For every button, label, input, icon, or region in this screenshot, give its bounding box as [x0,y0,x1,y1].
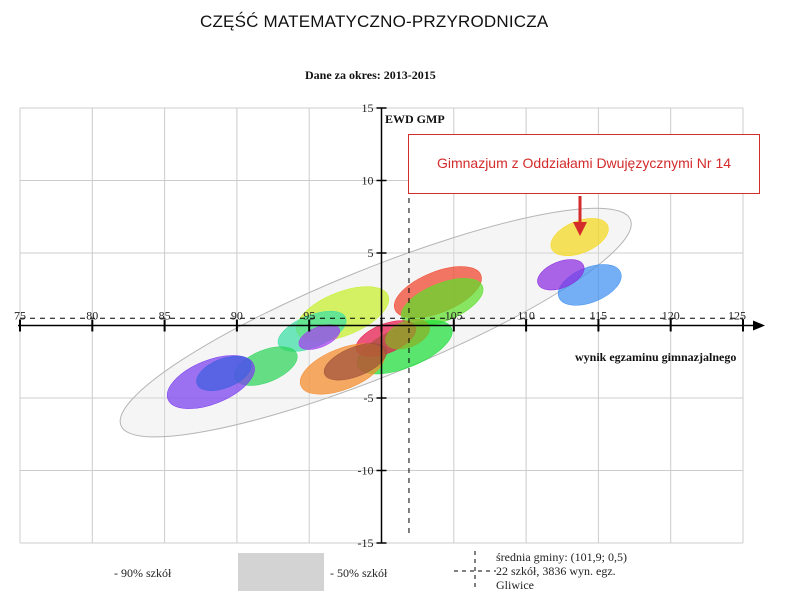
x-axis-title: wynik egzaminu gimnazjalnego [575,350,736,364]
y-tick-label: -5 [364,391,374,405]
x-tick-label: 80 [86,309,98,323]
x-tick-label: 120 [662,309,680,323]
highlight-arrow [573,196,587,236]
school-ellipse [298,324,341,350]
period-label: Dane za okres: 2013-2015 [305,68,436,82]
legend-90-label: - 90% szkół [114,566,172,580]
school-ellipses [166,218,622,409]
x-tick-label: 75 [14,309,26,323]
legend-mean-label: średnia gminy: (101,9; 0,5) [496,550,627,564]
y-tick-label: -10 [358,464,374,478]
page-title: CZĘŚĆ MATEMATYCZNO-PRZYRODNICZA [200,12,549,31]
axes [18,107,765,544]
x-tick-label: 115 [590,309,608,323]
distribution-ellipse [119,207,632,438]
x-tick-label: 125 [728,309,746,323]
school-ellipse [323,343,388,381]
x-tick-label: 105 [445,309,463,323]
school-ellipse [537,259,585,291]
legend-count-label: 22 szkół, 3836 wyn. egz. [496,564,616,578]
callout-school-name: Gimnazjum z Oddziałami Dwujęzycznymi Nr … [436,155,732,171]
x-tick-label: 90 [231,309,243,323]
school-ellipse [196,355,252,391]
confidence-area [119,207,632,438]
x-tick-label: 85 [159,309,171,323]
legend-mean-symbol [454,551,496,591]
legend-city-label: Gliwice [496,578,534,592]
y-tick-label: 10 [362,174,374,188]
highlight-callout: Gimnazjum z Oddziałami Dwujęzycznymi Nr … [408,134,760,194]
legend: - 90% szkół - 50% szkół średnia gminy: (… [114,550,627,592]
y-tick-label: 15 [362,101,374,115]
legend-50-label: - 50% szkół [330,566,388,580]
x-tick-label: 110 [517,309,535,323]
y-tick-label: 5 [368,246,374,260]
y-tick-label: -15 [358,536,374,550]
x-tick-label: 95 [303,309,315,323]
y-axis-title: EWD GMP [385,112,445,126]
x-axis-arrow [753,320,765,331]
legend-50-swatch [238,553,324,591]
